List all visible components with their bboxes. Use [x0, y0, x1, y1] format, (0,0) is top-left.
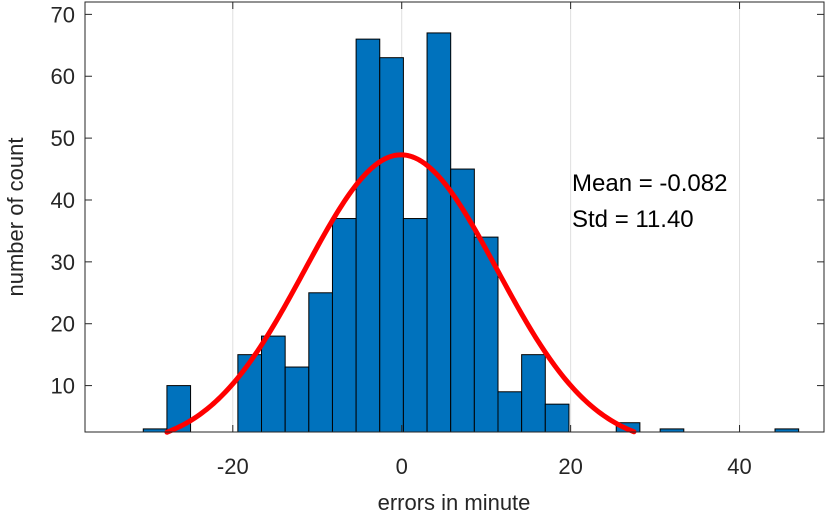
y-tick-label: 70 — [51, 2, 75, 27]
normal-fit-curve — [164, 152, 637, 435]
y-axis-label: number of count — [3, 138, 28, 297]
x-tick-label: -20 — [217, 454, 249, 479]
histogram-bar — [497, 391, 523, 433]
mean-annotation: Mean = -0.082 — [572, 170, 727, 197]
y-tick-label: 30 — [51, 250, 75, 275]
histogram-bar — [308, 292, 333, 433]
histogram-bar — [426, 32, 452, 433]
x-tick-label: 0 — [396, 454, 408, 479]
y-tick-label: 20 — [51, 312, 75, 337]
histogram-bar — [402, 218, 428, 433]
y-tick-label: 60 — [51, 64, 75, 89]
histogram-bar — [544, 403, 570, 433]
std-annotation: Std = 11.40 — [572, 206, 694, 233]
x-tick-label: 40 — [727, 454, 751, 479]
histogram-bar — [521, 354, 546, 433]
y-tick-label: 10 — [51, 374, 75, 399]
axes-box — [84, 1, 825, 433]
x-tick-label: 20 — [558, 454, 582, 479]
x-axis: -20 0 20 40 — [217, 2, 752, 479]
y-tick-label: 50 — [51, 126, 75, 151]
histogram-bar — [355, 38, 381, 433]
y-tick-label: 40 — [51, 188, 75, 213]
y-axis: 10 20 30 40 50 60 70 — [51, 2, 824, 399]
histogram-bar — [379, 57, 404, 433]
x-axis-label: errors in minute — [378, 490, 531, 515]
histogram-bar — [284, 366, 310, 433]
histogram-bar — [261, 335, 286, 433]
histogram-bars — [142, 32, 800, 433]
histogram-bar — [331, 218, 357, 433]
